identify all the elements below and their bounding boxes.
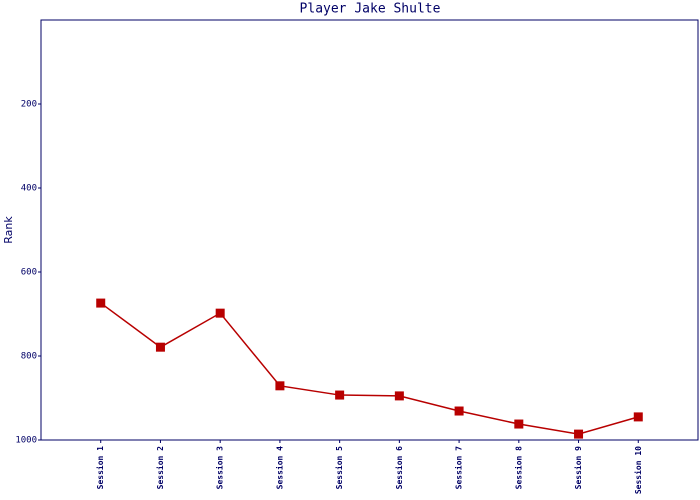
x-tick-label: Session 6 <box>394 446 404 490</box>
data-point <box>633 412 643 422</box>
x-tick-label: Session 4 <box>274 446 284 490</box>
y-tick-label: 200 <box>21 100 37 110</box>
x-tick-label: Session 2 <box>155 446 165 490</box>
data-point <box>454 406 464 416</box>
chart-title: Player Jake Shulte <box>300 2 441 17</box>
x-tick-label: Session 7 <box>454 446 464 490</box>
y-tick-label: 1000 <box>15 436 37 446</box>
y-axis-label: Rank <box>2 216 15 244</box>
data-point <box>394 391 404 401</box>
data-point <box>96 298 106 308</box>
series-line <box>100 302 639 435</box>
x-tick-label: Session 1 <box>95 446 105 490</box>
data-point <box>215 308 225 318</box>
data-point <box>335 390 345 400</box>
y-tick-label: 400 <box>21 184 37 194</box>
data-point <box>155 342 165 352</box>
x-tick-label: Session 10 <box>633 446 643 494</box>
plot-frame <box>40 19 699 441</box>
data-point <box>574 429 584 439</box>
x-tick-label: Session 9 <box>573 446 583 490</box>
data-point <box>514 419 524 429</box>
data-point <box>275 381 285 391</box>
y-tick-label: 600 <box>21 268 37 278</box>
x-tick-label: Session 8 <box>513 446 523 490</box>
x-tick-label: Session 5 <box>334 446 344 490</box>
x-tick-label: Session 3 <box>215 446 225 490</box>
y-tick-label: 800 <box>21 352 37 362</box>
